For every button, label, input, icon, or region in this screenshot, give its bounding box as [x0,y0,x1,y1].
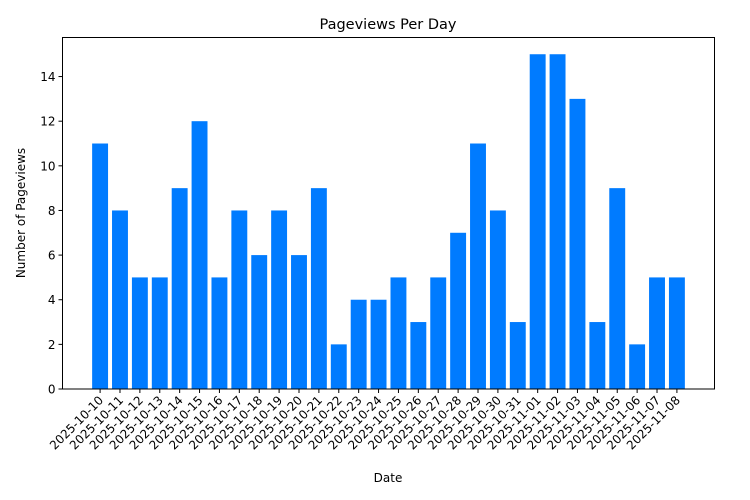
chart-title: Pageviews Per Day [319,17,456,33]
bar-2025-10-23 [350,299,367,389]
bar-2025-10-13 [151,277,168,389]
bar-2025-10-17 [231,210,248,389]
y-tick-label: 6 [48,249,56,263]
y-tick-label: 14 [40,70,55,84]
bar-2025-11-06 [629,344,646,389]
bar-2025-10-10 [92,143,109,389]
bar-2025-10-19 [271,210,288,389]
bar-2025-10-20 [291,255,307,389]
bar-2025-10-18 [251,255,268,389]
bar-2025-10-30 [489,210,506,389]
x-axis-ticks: 2025-10-102025-10-112025-10-122025-10-13… [47,389,683,452]
bar-2025-10-12 [131,277,148,389]
bar-2025-10-21 [310,188,327,389]
y-axis-ticks: 0 2 4 6 8 10 12 14 [40,70,63,397]
bar-2025-10-24 [370,299,387,389]
y-tick-label: 4 [48,293,56,307]
bars-group [92,54,685,389]
bar-2025-10-11 [112,210,128,389]
bar-2025-11-02 [549,54,566,389]
bar-2025-11-07 [649,277,665,389]
plot-frame [62,37,715,390]
bar-2025-11-03 [569,98,586,389]
bar-2025-10-26 [410,322,427,389]
bar-2025-11-08 [668,277,685,389]
bar-2025-11-01 [529,54,546,389]
bar-2025-10-31 [509,322,526,389]
bar-2025-11-04 [589,322,606,389]
bar-2025-10-27 [430,277,447,389]
x-axis-label: Date [374,471,403,485]
y-tick-label: 10 [40,159,55,173]
y-tick-label: 0 [48,383,56,397]
bar-2025-10-28 [450,232,467,389]
y-tick-label: 2 [48,338,56,352]
y-tick-label: 8 [48,204,56,218]
bar-2025-10-25 [390,277,407,389]
y-axis-label: Number of Pageviews [14,148,28,278]
bar-2025-11-05 [609,188,626,389]
bar-2025-10-29 [470,143,486,389]
y-tick-label: 12 [40,115,55,129]
bar-2025-10-14 [171,188,188,389]
bar-2025-10-22 [330,344,347,389]
bar-2025-10-16 [211,277,228,389]
bar-2025-10-15 [191,121,208,389]
